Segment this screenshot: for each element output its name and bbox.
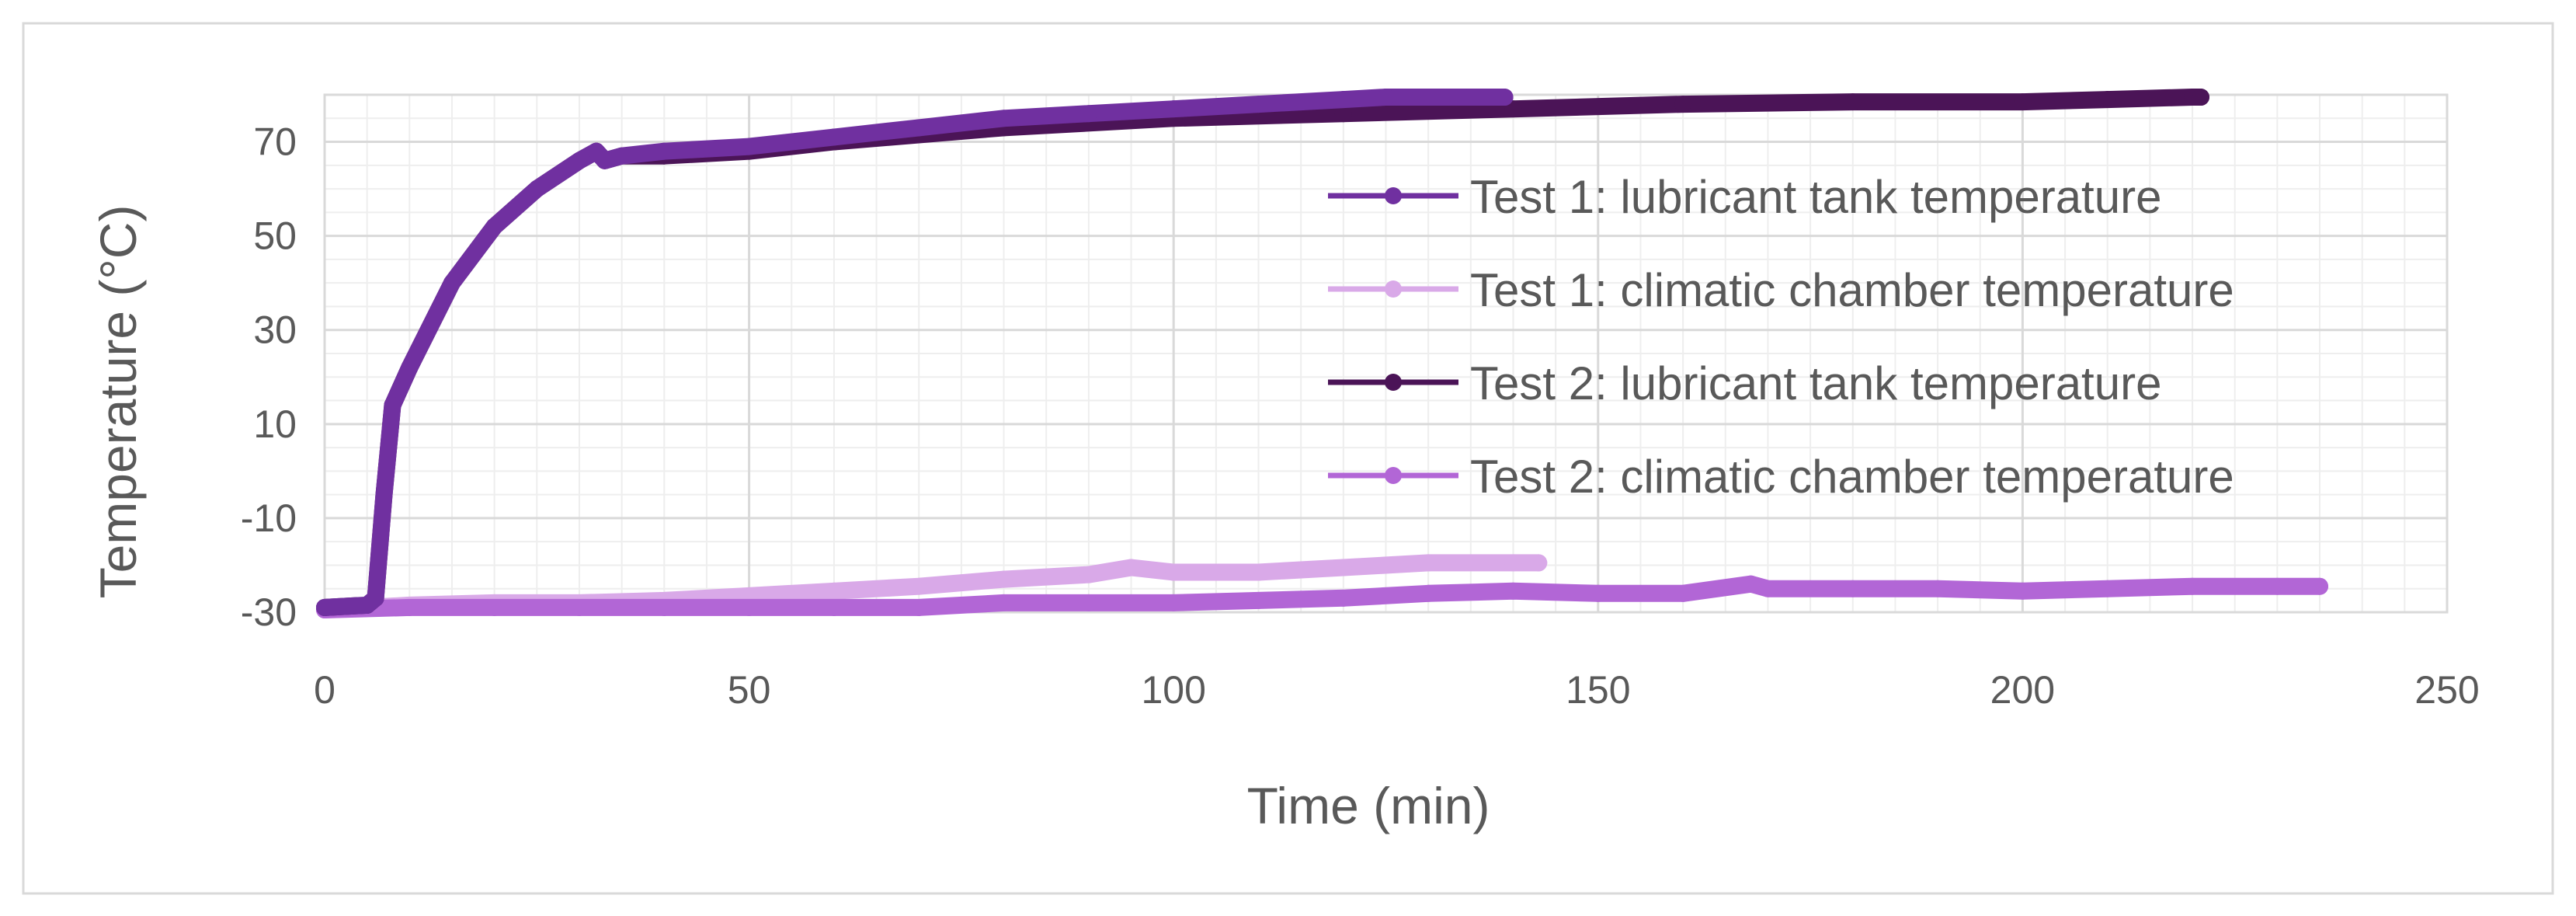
- data-point: [528, 180, 546, 198]
- data-point: [1079, 594, 1097, 611]
- data-point: [740, 138, 758, 155]
- data-point: [1334, 91, 1352, 109]
- data-point: [1420, 584, 1437, 602]
- x-tick-label: 0: [314, 668, 335, 712]
- legend: Test 1: lubricant tank temperature Test 1…: [1328, 171, 2234, 503]
- data-point: [1496, 89, 1514, 106]
- data-point: [1250, 563, 1267, 581]
- data-point: [1844, 93, 1862, 111]
- x-tick-labels: 0 50 100 150 200 250: [314, 668, 2480, 712]
- data-point: [655, 142, 673, 160]
- data-point: [1334, 559, 1352, 576]
- y-tick-label: 30: [253, 308, 297, 352]
- data-point: [1674, 96, 1692, 113]
- data-point: [1334, 105, 1352, 123]
- data-point: [1079, 566, 1097, 583]
- data-point: [1589, 584, 1607, 602]
- data-point: [825, 128, 843, 146]
- y-axis-title: Temperature (°C): [89, 205, 147, 599]
- data-point: [1377, 89, 1395, 106]
- data-point: [1674, 584, 1692, 602]
- data-point: [485, 598, 503, 616]
- data-point: [1334, 589, 1352, 607]
- y-tick-label: -30: [241, 590, 297, 634]
- data-point: [995, 594, 1013, 611]
- chart-border: [22, 22, 2554, 895]
- data-point: [1122, 559, 1140, 576]
- data-point: [1742, 575, 1760, 593]
- data-point: [485, 218, 503, 235]
- legend-marker: [1385, 467, 1402, 484]
- data-point: [910, 598, 928, 616]
- y-tick-label: 50: [253, 214, 297, 258]
- data-point: [1530, 554, 1548, 572]
- y-tick-label: -10: [241, 496, 297, 540]
- data-point: [825, 582, 843, 600]
- data-point: [2268, 577, 2286, 595]
- data-point: [2311, 577, 2329, 595]
- data-point: [655, 598, 673, 616]
- data-point: [1462, 89, 1479, 106]
- data-point: [740, 598, 758, 616]
- data-point: [1504, 100, 1522, 118]
- data-point: [375, 486, 393, 503]
- data-point: [1929, 580, 1947, 597]
- data-point: [995, 570, 1013, 588]
- data-point: [1420, 89, 1437, 106]
- series-line-4: [316, 575, 2328, 618]
- y-tick-labels: -30 -10 10 30 50 70: [241, 120, 297, 634]
- data-point: [384, 396, 402, 414]
- legend-marker: [1385, 280, 1402, 298]
- data-point: [1504, 582, 1522, 600]
- data-point: [910, 577, 928, 595]
- x-tick-label: 50: [728, 668, 771, 712]
- series-layer: [316, 89, 2329, 618]
- x-tick-label: 100: [1141, 668, 1205, 712]
- data-point: [570, 152, 588, 169]
- x-tick-label: 200: [1990, 668, 2055, 712]
- data-point: [596, 152, 614, 169]
- data-point: [316, 598, 333, 616]
- data-point: [995, 110, 1013, 127]
- data-point: [1844, 580, 1862, 597]
- data-point: [1250, 96, 1267, 113]
- data-point: [613, 147, 631, 165]
- legend-marker: [1385, 374, 1402, 391]
- legend-label: Test 2: lubricant tank temperature: [1470, 357, 2161, 409]
- data-point: [1165, 563, 1183, 581]
- data-point: [367, 589, 384, 607]
- data-point: [401, 598, 419, 616]
- y-tick-label: 70: [253, 120, 297, 164]
- y-tick-label: 10: [253, 402, 297, 446]
- data-point: [401, 359, 419, 377]
- data-point: [570, 598, 588, 616]
- legend-label: Test 2: climatic chamber temperature: [1470, 451, 2234, 503]
- data-point: [2098, 91, 2116, 109]
- data-point: [1250, 591, 1267, 609]
- data-point: [1759, 580, 1777, 597]
- data-point: [1420, 554, 1437, 572]
- data-point: [2098, 580, 2116, 597]
- data-point: [1165, 100, 1183, 118]
- x-tick-label: 250: [2414, 668, 2479, 712]
- legend-marker: [1385, 187, 1402, 204]
- data-point: [1079, 105, 1097, 123]
- x-tick-label: 150: [1566, 668, 1630, 712]
- data-point: [2014, 582, 2032, 600]
- data-point: [1165, 594, 1183, 611]
- data-point: [2184, 577, 2202, 595]
- data-point: [443, 274, 461, 292]
- x-axis-title: Time (min): [1247, 777, 1490, 834]
- data-point: [2192, 89, 2209, 106]
- legend-label: Test 1: lubricant tank temperature: [1470, 171, 2161, 223]
- data-point: [1504, 554, 1522, 572]
- legend-label: Test 1: climatic chamber temperature: [1470, 264, 2234, 316]
- data-point: [2014, 93, 2032, 111]
- data-point: [910, 119, 928, 137]
- data-point: [825, 598, 843, 616]
